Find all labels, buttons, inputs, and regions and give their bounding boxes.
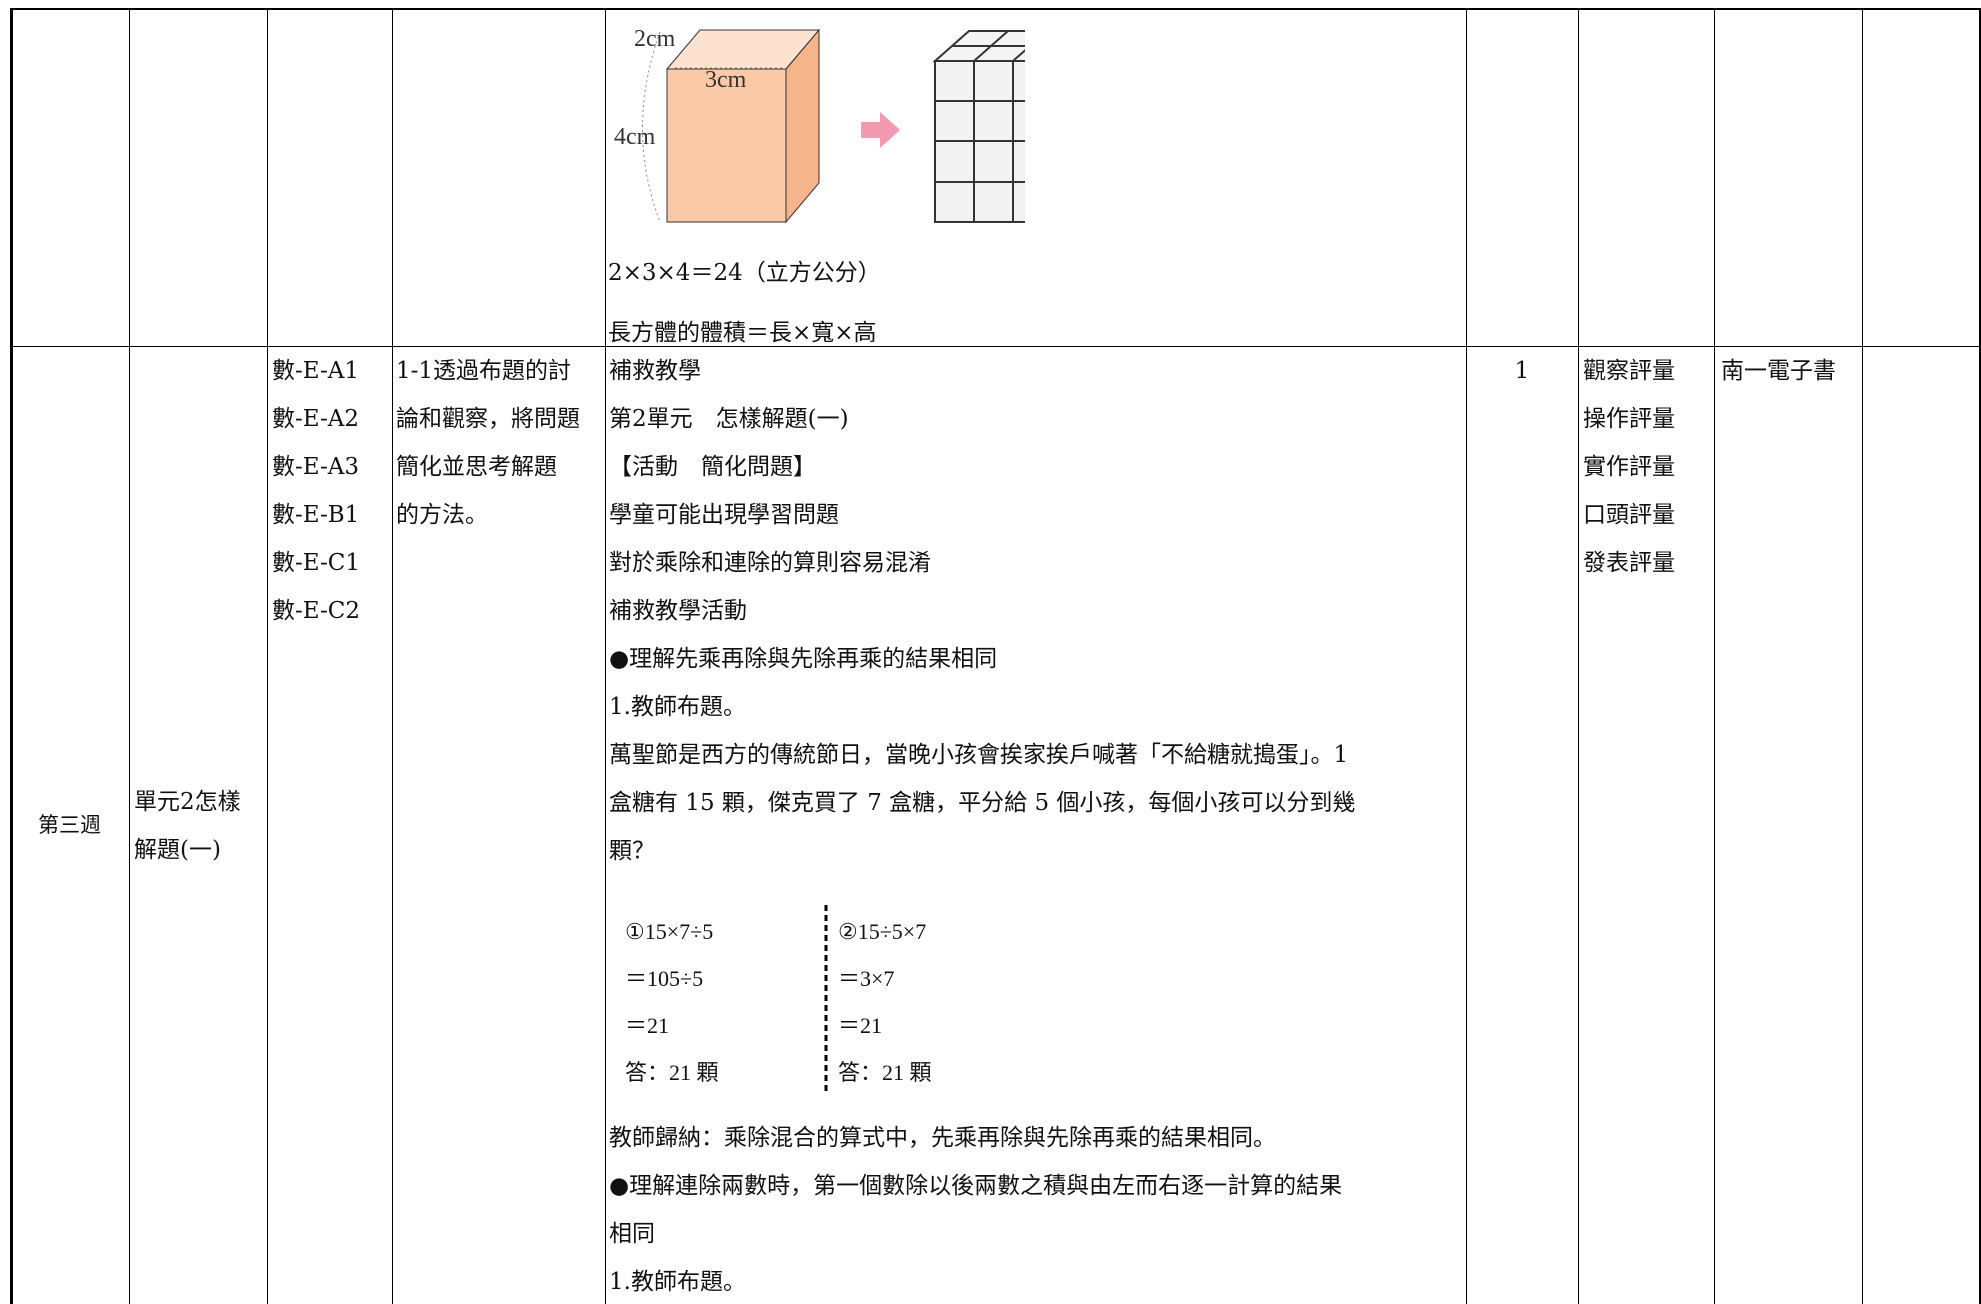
calc-line: ＝105÷5 [625,966,704,991]
assessment: 實作評量 [1583,454,1675,480]
calc-line: 答：21 顆 [625,1060,719,1085]
assessment: 觀察評量 [1583,358,1675,384]
calc-line: ＝21 [838,1013,883,1038]
content-line: 顆？ [609,838,655,864]
content-line: ●理解連除兩數時，第一個數除以後兩數之積與由左而右逐一計算的結果 [609,1173,1343,1199]
label-4cm: 4cm [614,124,656,150]
content-line: 【活動 簡化問題】 [609,454,816,480]
content-line: 學童可能出現學習問題 [609,502,839,528]
volume-figure: 2cm 3cm 4cm [614,26,1025,224]
competency: 數-E-C2 [272,598,360,624]
resources: 南一電子書 [1721,358,1836,384]
column-border [1714,10,1715,1304]
content-line: 1.教師布題。 [609,1269,746,1295]
column-border [10,10,13,1304]
week: 第三週 [38,813,101,837]
content-line: 盒糖有 15 顆，傑克買了 7 盒糖，平分給 5 個小孩，每個小孩可以分到幾 [609,790,1356,816]
content-line: 第2單元 怎樣解題(一) [609,406,849,432]
competency: 數-E-A1 [272,358,360,384]
content-line: 2×3×4＝24（立方公分） [608,260,881,286]
column-border [605,10,606,1304]
competency: 數-E-C1 [272,550,360,576]
column-border [129,10,130,1304]
column-border [1466,10,1467,1304]
unit-line: 單元2怎樣 [134,789,241,815]
content-line: 對於乘除和連除的算則容易混淆 [609,550,931,576]
competency: 數-E-A2 [272,406,360,432]
column-border [392,10,393,1304]
content-line: 長方體的體積＝長×寬×高 [608,320,877,346]
calc-line: ①15×7÷5 [625,919,714,944]
competency: 數-E-B1 [272,502,360,528]
content-line: 萬聖節是西方的傳統節日，當晚小孩會挨家挨戶喊著「不給糖就搗蛋」。1 [609,742,1349,768]
column-border [267,10,268,1304]
objective-line: 1-1透過布題的討 [396,358,572,384]
content-line: 補救教學活動 [609,598,747,624]
column-border [1862,10,1863,1304]
content-line: ●理解先乘再除與先除再乘的結果相同 [609,646,998,672]
content-line: 教師歸納：乘除混合的算式中，先乘再除與先除再乘的結果相同。 [609,1125,1276,1151]
assessment: 口頭評量 [1583,502,1675,528]
assessment: 發表評量 [1583,550,1675,576]
competency: 數-E-A3 [272,454,360,480]
objective-line: 簡化並思考解題 [396,454,557,480]
assessment: 操作評量 [1583,406,1675,432]
row-border [10,8,1981,10]
content-line: 補救教學 [609,358,701,384]
objective-line: 論和觀察，將問題 [396,406,580,432]
calc-line: ②15÷5×7 [838,919,927,944]
divider [824,905,828,1093]
label-3cm: 3cm [705,67,747,93]
hours: 1 [1514,358,1530,384]
objective-line: 的方法。 [396,502,488,528]
row-border [10,346,1981,347]
unit-line: 解題(一) [134,837,221,863]
column-border [1578,10,1579,1304]
column-border [1979,10,1981,1304]
content-line: 相同 [609,1221,655,1247]
calc-line: ＝21 [625,1013,670,1038]
calc-line: ＝3×7 [838,966,895,991]
calc-line: 答：21 顆 [838,1060,932,1085]
label-2cm: 2cm [634,26,676,52]
content-line: 1.教師布題。 [609,694,746,720]
